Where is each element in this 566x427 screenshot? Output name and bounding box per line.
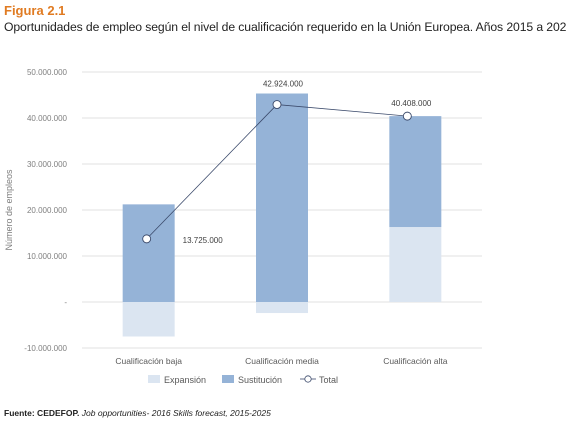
total-point (142, 234, 152, 244)
figure-title: Oportunidades de empleo según el nivel d… (4, 20, 566, 34)
x-category-label: Cualificación media (245, 356, 319, 366)
y-tick-label: 10.000.000 (27, 252, 68, 261)
bar-expansion (389, 227, 442, 302)
legend-marker-total (304, 375, 312, 383)
legend-label-total: Total (319, 375, 338, 385)
figure-label: Figura 2.1 (4, 3, 66, 18)
bar-substitution (122, 204, 175, 302)
y-tick-label: 20.000.000 (27, 206, 68, 215)
bar-expansion (256, 302, 308, 314)
y-axis-title: Número de empleos (4, 169, 14, 251)
source-text: Job opportunities- 2016 Skills forecast,… (81, 408, 271, 418)
source-prefix: Fuente: CEDEFOP. (4, 408, 80, 418)
data-label: 42.924.000 (263, 80, 304, 89)
stacked-bar-chart: 50.000.000 40.000.000 30.000.000 20.000.000… (4, 68, 482, 385)
total-point (272, 100, 282, 109)
y-tick-label: 50.000.000 (27, 68, 68, 77)
source-note: Fuente: CEDEFOP. Job opportunities- 2016… (4, 408, 271, 418)
bar-substitution (389, 116, 442, 228)
legend-label-substitution: Sustitución (238, 375, 282, 385)
data-label: 40.408.000 (391, 99, 432, 108)
legend-swatch-substitution (222, 375, 234, 383)
data-label: 13.725.000 (183, 236, 224, 245)
y-tick-label: 40.000.000 (27, 114, 68, 123)
legend-swatch-expansion (148, 375, 160, 383)
x-category-label: Cualificación alta (383, 356, 448, 366)
x-category-label: Cualificación baja (115, 356, 182, 366)
y-tick-label: 30.000.000 (27, 160, 68, 169)
legend-label-expansion: Expansión (164, 375, 206, 385)
y-tick-label: - (64, 298, 67, 307)
bar-substitution (256, 93, 308, 302)
bar-expansion (122, 302, 175, 337)
y-tick-label: -10.000.000 (24, 344, 67, 353)
total-point (402, 111, 412, 121)
chart-container: 50.000.000 40.000.000 30.000.000 20.000.000… (0, 55, 566, 395)
